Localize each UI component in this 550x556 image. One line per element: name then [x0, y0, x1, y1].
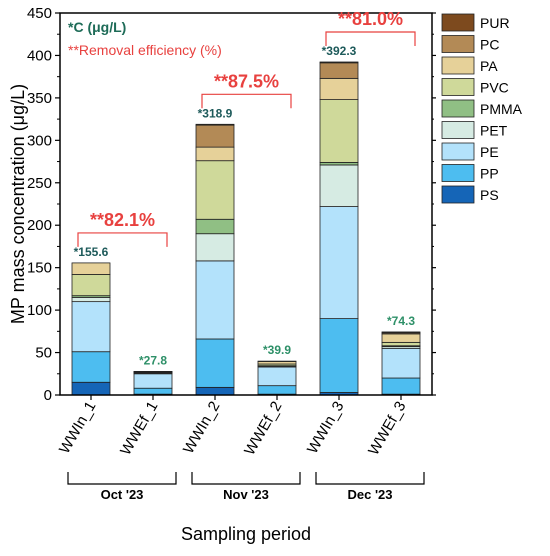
y-tick-label: 450	[27, 5, 52, 22]
legend-swatch-pe	[441, 142, 475, 161]
y-tick-label: 300	[27, 132, 52, 149]
bar-segment-pvc	[381, 341, 421, 347]
y-tick-label: 350	[27, 90, 52, 107]
bar-segment-pe	[381, 347, 421, 379]
bar-segment-pp	[71, 351, 111, 383]
legend-swatch-pvc	[441, 78, 475, 96]
x-tick-label: WWEf_3	[365, 399, 409, 459]
total-label: *39.9	[263, 343, 291, 357]
x-tick-label: WWIn_2	[180, 399, 223, 457]
total-label: *392.3	[322, 44, 357, 58]
y-tick-label: 100	[27, 302, 52, 319]
period-bracket	[315, 472, 425, 485]
x-axis-title: Sampling period	[181, 524, 311, 544]
bar-segment-pur	[195, 123, 235, 126]
plot-area	[71, 61, 421, 396]
legend-label-pvc: PVC	[480, 80, 509, 96]
bar-segment-pa	[195, 146, 235, 162]
bar-segment-pur	[381, 331, 421, 334]
period-bracket	[191, 472, 301, 485]
period-groups: Oct '23 Nov '23 Dec '23	[67, 472, 425, 502]
bar-segment-pa	[319, 77, 359, 100]
x-tick-label: WWEf_2	[241, 399, 285, 459]
period-label: Oct '23	[101, 487, 144, 502]
bar-segment-pc	[319, 62, 359, 79]
bar-segment-pe	[71, 301, 111, 353]
bar-segment-pp	[133, 387, 173, 395]
removal-efficiency-label: **81.0%	[338, 9, 403, 29]
legend-label-pur: PUR	[480, 15, 510, 31]
removal-bracket	[77, 232, 168, 247]
bar-segment-ps	[195, 386, 235, 396]
bar-segment-pp	[195, 338, 235, 388]
x-tick-label: WWEf_1	[117, 399, 161, 459]
x-tick-label: WWIn_1	[56, 399, 99, 457]
removal-efficiency-label: **87.5%	[214, 71, 279, 91]
legend: PUR PC PA PVC PMMA PET PE PP PS	[441, 13, 523, 204]
removal-efficiency-label: **82.1%	[90, 210, 155, 230]
legend-label-pp: PP	[480, 166, 499, 182]
removal-bracket	[201, 93, 292, 109]
bar-segment-pet	[319, 164, 359, 207]
legend-swatch-pmma	[441, 99, 475, 118]
legend-swatch-ps	[441, 185, 475, 204]
removal-bracket	[325, 31, 416, 46]
bar-segment-pet	[195, 233, 235, 262]
bar-segment-pet	[71, 296, 111, 303]
total-label: *155.6	[74, 245, 109, 259]
legend-label-pmma: PMMA	[480, 101, 523, 117]
bar-segment-pur	[319, 61, 359, 64]
legend-label-pe: PE	[480, 144, 499, 160]
bar-segment-ps	[71, 381, 111, 396]
bar-segment-pvc	[71, 274, 111, 297]
y-axis: 0 50 100 150 200 250 300 350 400 450	[27, 5, 436, 404]
y-axis-title: MP mass concentration (μg/L)	[8, 84, 28, 324]
bar-segment-pe	[195, 260, 235, 340]
legend-swatch-pur	[441, 13, 475, 32]
bar-segment-pe	[319, 206, 359, 319]
legend-swatch-pc	[441, 35, 475, 53]
total-label: *318.9	[198, 106, 233, 120]
y-tick-label: 250	[27, 175, 52, 192]
legend-label-ps: PS	[480, 187, 499, 203]
y-tick-label: 200	[27, 217, 52, 234]
legend-label-pc: PC	[480, 37, 499, 53]
y-tick-label: 50	[35, 345, 52, 362]
bar-segment-pvc	[195, 160, 235, 220]
y-tick-label: 0	[44, 387, 52, 404]
x-axis: WWIn_1 WWEf_1 WWIn_2 WWEf_2 WWIn_3 WWEf_3	[56, 395, 409, 458]
legend-swatch-pet	[441, 121, 475, 139]
bar-segment-pp	[257, 385, 297, 395]
bar-segment-pe	[133, 373, 173, 389]
y-tick-label: 400	[27, 47, 52, 64]
bar-segment-pa	[71, 262, 111, 275]
period-label: Dec '23	[347, 487, 392, 502]
bar-segment-pvc	[319, 99, 359, 163]
legend-swatch-pp	[441, 164, 475, 182]
bar-segment-pp	[381, 377, 421, 395]
removal-efficiency-note: **Removal efficiency (%)	[68, 42, 222, 58]
bar-segment-pa	[381, 333, 421, 343]
legend-label-pa: PA	[480, 58, 498, 74]
bar-segment-pe	[257, 366, 297, 387]
bar-segment-pmma	[195, 218, 235, 235]
legend-swatch-pa	[441, 56, 475, 75]
bar-segment-pp	[319, 318, 359, 393]
period-bracket	[67, 472, 177, 485]
bar-segment-pc	[195, 124, 235, 148]
total-label: *27.8	[139, 353, 167, 367]
legend-label-pet: PET	[480, 123, 508, 139]
period-label: Nov '23	[223, 487, 269, 502]
annotations: *155.6 *27.8 *318.9 *39.9 *392.3 *74.3 **82.1%…	[74, 9, 416, 367]
total-label: *74.3	[387, 314, 415, 328]
x-tick-label: WWIn_3	[304, 399, 347, 457]
concentration-note: *C (μg/L)	[68, 19, 126, 35]
y-tick-label: 150	[27, 260, 52, 277]
